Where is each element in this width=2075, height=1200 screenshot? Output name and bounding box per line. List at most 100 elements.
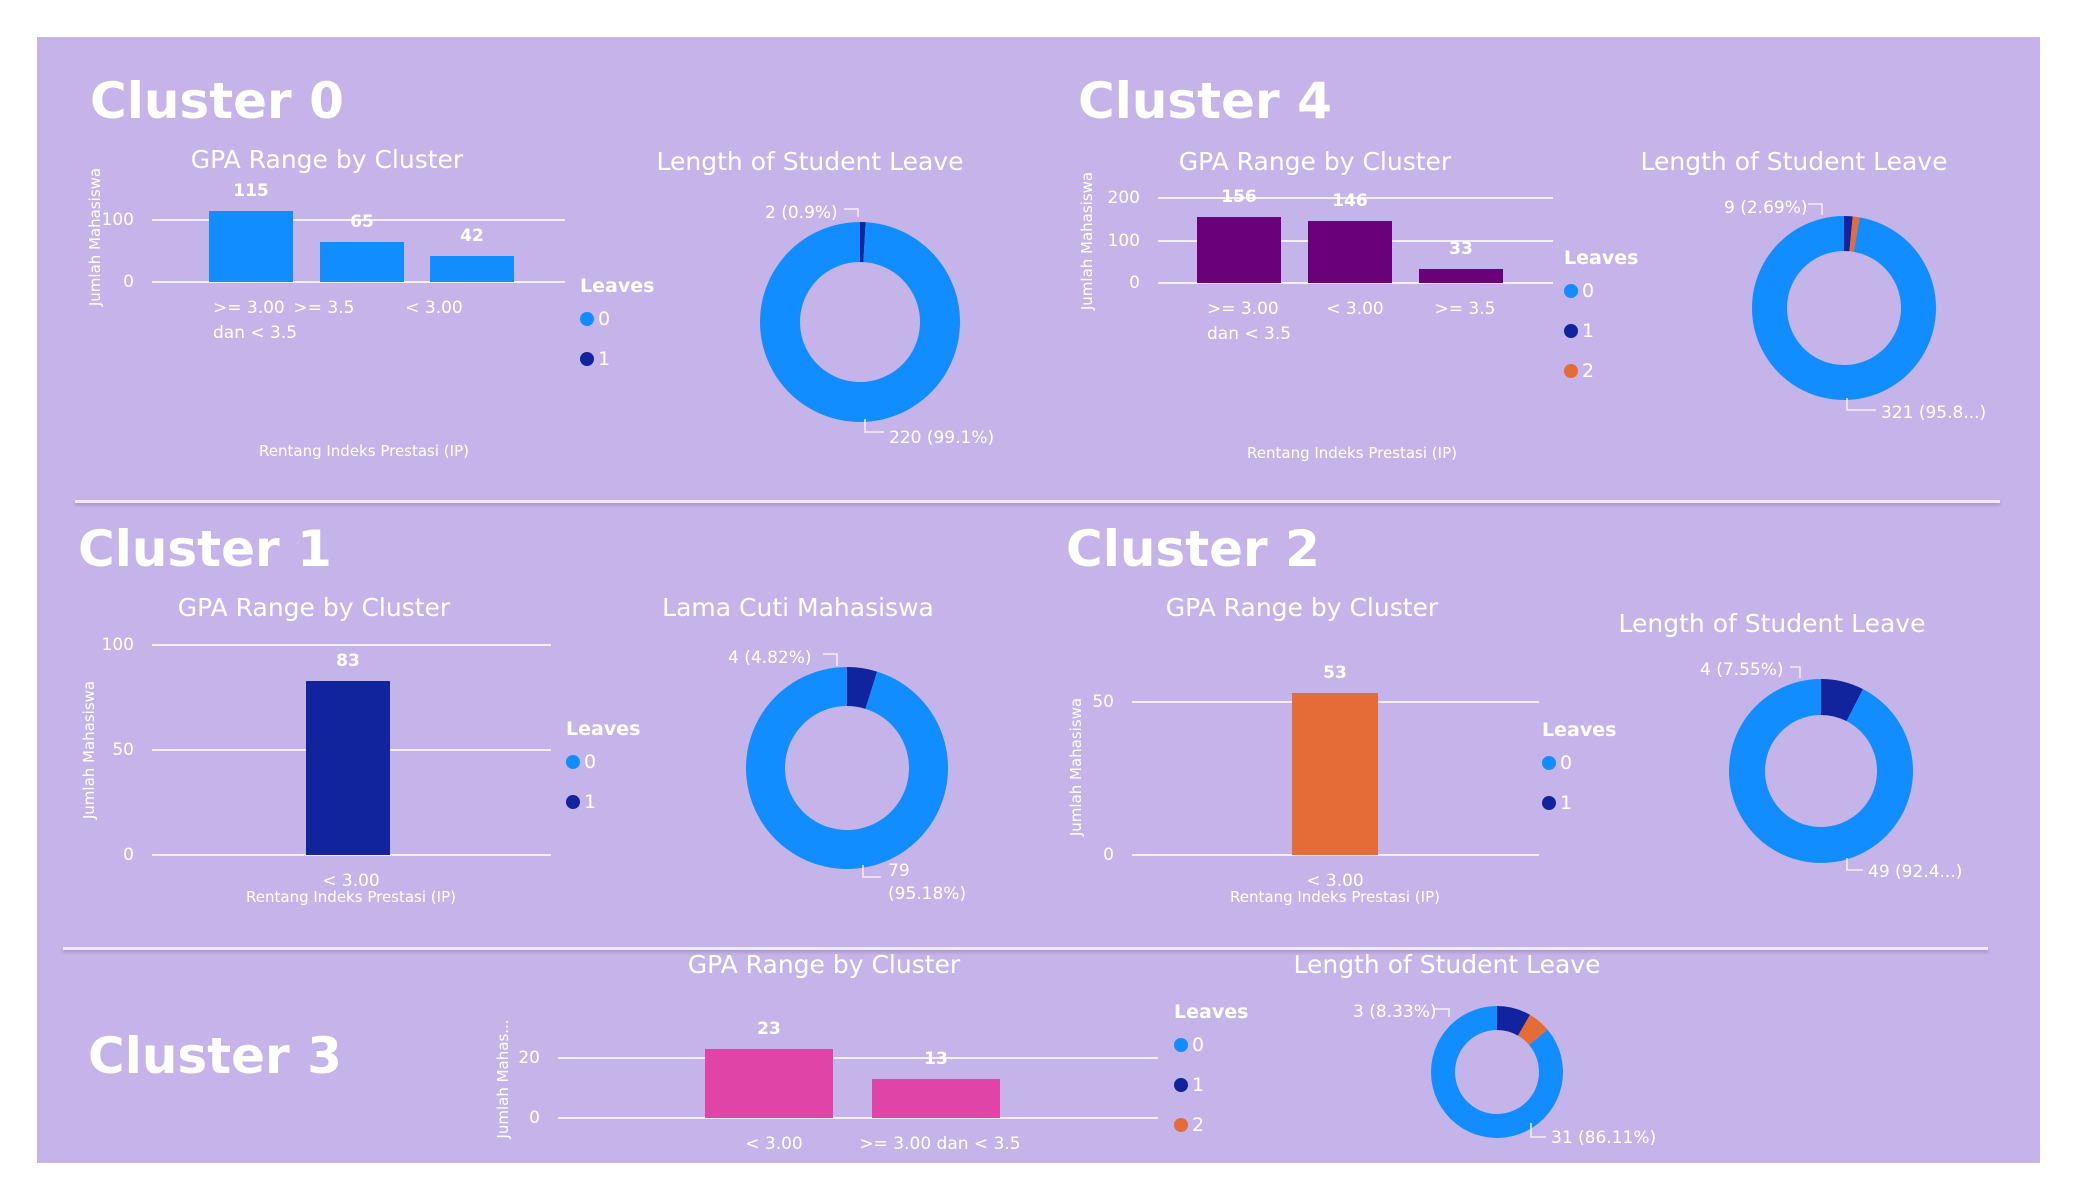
data-label: 156 [1221, 186, 1257, 207]
data-label: 23 [757, 1019, 781, 1039]
legend-item: 1 [1174, 1074, 1204, 1096]
leader-line [844, 208, 859, 217]
legend-title: Leaves [580, 275, 655, 297]
section-divider [63, 947, 1988, 950]
y-tick-label: 50 [112, 740, 134, 760]
chart-title: Length of Student Leave [656, 147, 964, 176]
bar [320, 241, 404, 282]
bar [1197, 216, 1281, 283]
bar [872, 1079, 1000, 1118]
gridline [1132, 854, 1539, 856]
legend-marker-icon [1174, 1078, 1188, 1092]
donut-slice [1729, 679, 1913, 864]
data-label: 115 [233, 180, 269, 201]
y-tick-label: 20 [518, 1048, 540, 1068]
x-tick-label: < 3.00 [745, 1134, 803, 1154]
donut-slice [1752, 216, 1937, 401]
legend-label: 2 [1192, 1114, 1205, 1136]
y-axis-label: Jumlah Mahasiswa [1078, 171, 1096, 310]
x-axis-label: Rentang Indeks Prestasi (IP) [246, 888, 456, 906]
y-tick-label: 100 [101, 635, 134, 655]
y-tick-label: 100 [101, 209, 134, 230]
slice-label: 9 (2.69%) [1724, 198, 1808, 218]
legend-title: Leaves [1564, 247, 1639, 269]
slice-label: 3 (8.33%) [1353, 1002, 1437, 1022]
x-axis-label: Rentang Indeks Prestasi (IP) [1230, 888, 1440, 906]
legend-marker-icon [1564, 284, 1578, 298]
leader-line [1530, 1123, 1546, 1138]
chart-title: Lama Cuti Mahasiswa [662, 593, 934, 622]
donut-slice [759, 222, 960, 423]
chart-title: GPA Range by Cluster [1165, 593, 1439, 622]
legend-label: 0 [1192, 1034, 1205, 1056]
legend-title: Leaves [1542, 719, 1617, 741]
legend-label: 0 [598, 308, 611, 330]
donut-slice [860, 222, 866, 263]
legend-marker-icon [566, 795, 580, 809]
legend-label: 1 [1192, 1074, 1205, 1096]
donut-slice [1844, 216, 1853, 252]
x-tick-label: >= 3.5 [1434, 299, 1496, 319]
data-label: 33 [1449, 238, 1473, 259]
legend-item: 0 [566, 751, 596, 773]
legend-marker-icon [566, 755, 580, 769]
chart-title: Length of Student Leave [1618, 609, 1926, 638]
x-tick-label: < 3.00 [322, 871, 380, 891]
y-tick-label: 100 [1107, 230, 1140, 251]
legend-marker-icon [580, 312, 594, 326]
donut-slice [746, 667, 948, 869]
x-axis-label: Rentang Indeks Prestasi (IP) [259, 442, 469, 460]
x-tick-label: < 3.00 [1326, 299, 1384, 319]
legend-marker-icon [1174, 1118, 1188, 1132]
bar [1292, 693, 1378, 855]
legend-marker-icon [580, 352, 594, 366]
bar [209, 210, 293, 282]
slice-label: 31 (86.11%) [1551, 1128, 1657, 1148]
x-tick-label-line: dan < 3.5 [213, 323, 298, 343]
y-tick-label: 0 [123, 272, 134, 292]
legend-item: 2 [1564, 360, 1594, 382]
bar [1419, 268, 1503, 283]
legend-item: 0 [1174, 1034, 1204, 1056]
gridline [152, 644, 551, 646]
gridline [152, 281, 565, 283]
slice-label: 220 (99.1%) [889, 428, 995, 448]
donut-slice [1849, 216, 1860, 252]
leader-line [823, 653, 838, 666]
legend-label: 0 [584, 751, 597, 773]
slice-label-line: 79 [888, 861, 910, 881]
data-label: 65 [350, 211, 374, 232]
x-tick-label: < 3.00 [1306, 871, 1364, 891]
y-axis-label: Jumlah Mahasiswa [80, 680, 98, 820]
leader-line [864, 419, 884, 433]
y-tick-label: 200 [1107, 188, 1140, 208]
x-tick-label: >= 3.00 dan < 3.5 [213, 296, 297, 346]
slice-label: 4 (4.82%) [728, 648, 812, 668]
chart-title: GPA Range by Cluster [177, 593, 451, 622]
legend-label: 1 [1560, 792, 1573, 814]
y-tick-label: 0 [1103, 845, 1114, 865]
data-label: 13 [924, 1049, 948, 1069]
bar [430, 255, 514, 282]
legend-label: 2 [1582, 360, 1595, 382]
y-tick-label: 0 [123, 845, 134, 865]
cluster-3-title: Cluster 3 [88, 1027, 342, 1085]
gridline [558, 1057, 1158, 1059]
leader-line [1846, 858, 1863, 871]
donut-slice [1518, 1014, 1548, 1046]
legend-item: 0 [1564, 280, 1594, 302]
legend-title: Leaves [566, 718, 641, 740]
slice-label: 79 (95.18%) [888, 860, 966, 906]
legend-marker-icon [1564, 324, 1578, 338]
gridline [152, 218, 565, 221]
legend-item: 0 [580, 308, 610, 330]
y-axis-label: Jumlah Mahasiswa [1067, 697, 1085, 836]
leader-line [1846, 398, 1876, 411]
slice-label-line: (95.18%) [888, 884, 967, 904]
legend-item: 1 [566, 791, 596, 813]
y-tick-label: 50 [1092, 692, 1114, 713]
data-label: 83 [336, 650, 360, 671]
gridline [1158, 282, 1553, 284]
cluster-1-title: Cluster 1 [78, 520, 332, 578]
x-tick-label-line: dan < 3.5 [1207, 324, 1292, 344]
